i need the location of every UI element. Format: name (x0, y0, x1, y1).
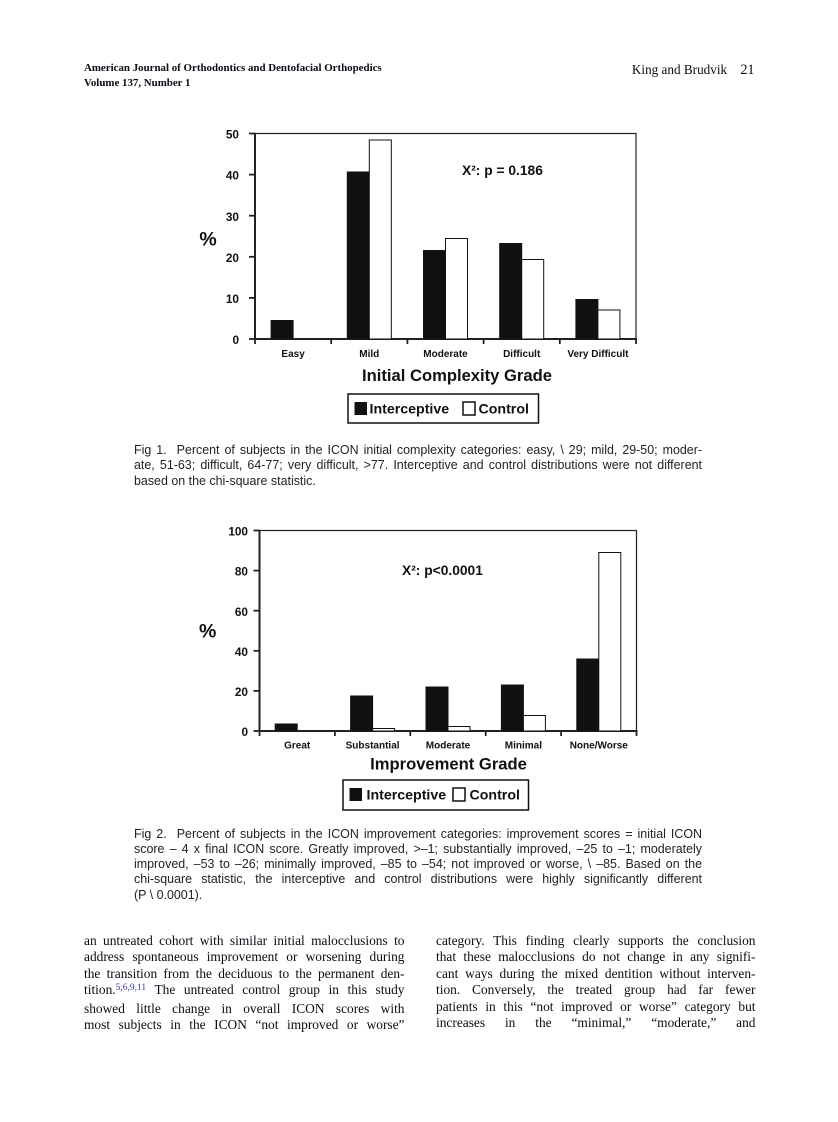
svg-text:X²: p = 0.186: X²: p = 0.186 (462, 163, 543, 178)
svg-text:Very Difficult: Very Difficult (567, 349, 629, 360)
svg-text:%: % (199, 621, 216, 643)
svg-text:Interceptive: Interceptive (367, 788, 447, 804)
svg-text:40: 40 (235, 645, 249, 659)
svg-text:%: % (199, 228, 216, 250)
svg-text:Control: Control (479, 402, 529, 418)
svg-text:0: 0 (241, 725, 248, 739)
svg-text:Minimal: Minimal (505, 740, 542, 751)
svg-text:60: 60 (235, 605, 249, 619)
svg-text:Improvement Grade: Improvement Grade (370, 755, 527, 774)
svg-text:100: 100 (228, 525, 248, 539)
svg-text:0: 0 (232, 333, 239, 347)
svg-text:20: 20 (226, 251, 240, 265)
svg-text:50: 50 (226, 128, 240, 142)
svg-text:Great: Great (284, 740, 311, 751)
svg-text:Interceptive: Interceptive (370, 402, 450, 418)
svg-text:Substantial: Substantial (346, 740, 400, 751)
svg-text:Easy: Easy (281, 349, 305, 360)
svg-text:80: 80 (235, 565, 249, 579)
svg-text:30: 30 (226, 210, 240, 224)
svg-text:Control: Control (470, 788, 520, 804)
svg-text:Moderate: Moderate (423, 349, 468, 360)
svg-text:10: 10 (226, 292, 240, 306)
svg-text:None/Worse: None/Worse (570, 740, 629, 751)
svg-text:40: 40 (226, 169, 240, 183)
svg-text:Moderate: Moderate (426, 740, 471, 751)
svg-text:20: 20 (235, 685, 249, 699)
svg-text:Difficult: Difficult (503, 349, 541, 360)
svg-text:Initial Complexity Grade: Initial Complexity Grade (362, 366, 552, 385)
svg-text:X²: p<0.0001: X²: p<0.0001 (402, 563, 483, 578)
svg-text:Mild: Mild (359, 349, 379, 360)
